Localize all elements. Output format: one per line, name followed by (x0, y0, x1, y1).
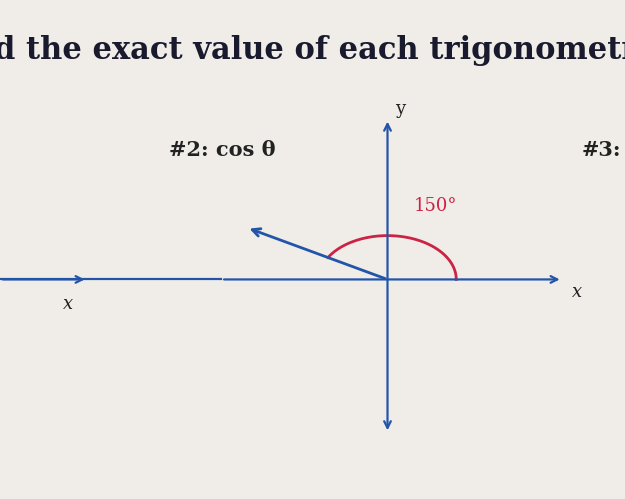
Text: 150°: 150° (414, 197, 458, 215)
Text: x: x (62, 295, 72, 313)
Text: x: x (572, 283, 582, 301)
Text: #3:: #3: (581, 140, 621, 160)
Text: y: y (395, 100, 405, 118)
Text: d the exact value of each trigonometric func: d the exact value of each trigonometric … (0, 35, 625, 66)
Text: #2: cos θ: #2: cos θ (169, 140, 276, 160)
